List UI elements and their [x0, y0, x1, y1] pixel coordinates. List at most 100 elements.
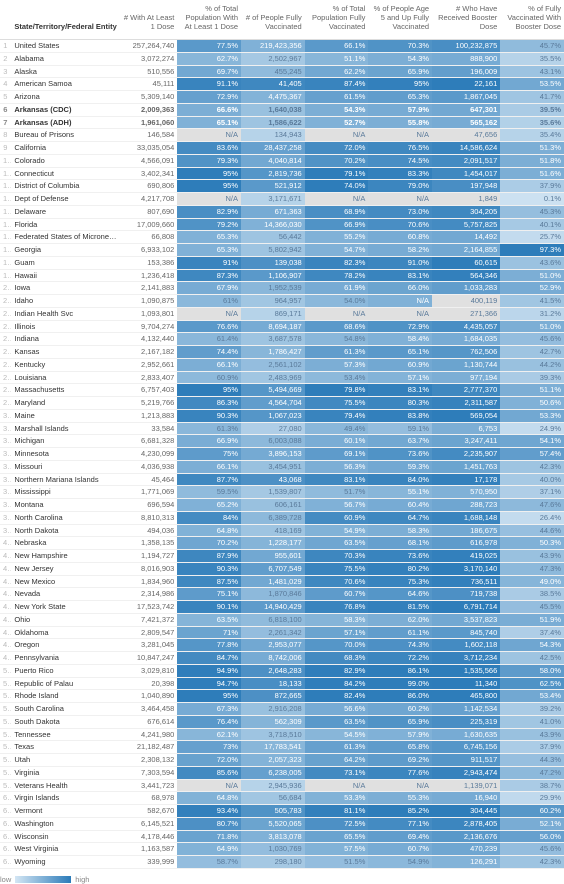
at-least-1-dose-pct: 72.9%: [177, 91, 241, 104]
table-row: 29Maryland5,219,76686.3%4,564,70475.5%80…: [0, 397, 564, 410]
fully-vacc-pct: 87.4%: [305, 78, 369, 91]
booster-pct: 43.1%: [500, 65, 564, 78]
fully-vacc-count: 872,665: [241, 690, 305, 703]
booster-pct: 38.5%: [500, 588, 564, 601]
booster-pct: 47.3%: [500, 562, 564, 575]
age5up-pct: 61.1%: [368, 626, 432, 639]
at-least-1-dose-pct: 84.7%: [177, 652, 241, 665]
fully-vacc-pct: 74.0%: [305, 180, 369, 193]
age5up-pct: 70.3%: [368, 40, 432, 53]
fully-vacc-count: 298,180: [241, 856, 305, 869]
fully-vacc-count: 6,238,005: [241, 766, 305, 779]
booster-count: 3,247,411: [432, 435, 500, 448]
booster-count: 977,194: [432, 371, 500, 384]
state-name: Maine: [11, 409, 120, 422]
state-name: Indiana: [11, 333, 120, 346]
fully-vacc-count: 56,442: [241, 231, 305, 244]
age5up-pct: 72.2%: [368, 652, 432, 665]
at-least-1-dose-count: 5,219,766: [121, 397, 178, 410]
row-index: 25: [0, 346, 11, 359]
state-name: Wyoming: [11, 856, 120, 869]
booster-pct: 42.3%: [500, 856, 564, 869]
age5up-pct: 60.7%: [368, 843, 432, 856]
at-least-1-dose-pct: 61.3%: [177, 422, 241, 435]
at-least-1-dose-count: 2,952,661: [121, 358, 178, 371]
state-name: Colorado: [11, 154, 120, 167]
state-name: Oklahoma: [11, 626, 120, 639]
table-row: 39North Dakota494,03664.8%418,16954.9%58…: [0, 524, 564, 537]
fully-vacc-count: 6,707,549: [241, 562, 305, 575]
booster-count: 1,602,118: [432, 639, 500, 652]
row-index: 18: [0, 256, 11, 269]
fully-vacc-count: 418,169: [241, 524, 305, 537]
age5up-pct: 72.9%: [368, 320, 432, 333]
booster-count: 564,346: [432, 269, 500, 282]
age5up-pct: 77.1%: [368, 817, 432, 830]
booster-count: 616,978: [432, 537, 500, 550]
at-least-1-dose-pct: 65.2%: [177, 499, 241, 512]
booster-pct: 51.9%: [500, 613, 564, 626]
row-index: 19: [0, 269, 11, 282]
row-index: 64: [0, 843, 11, 856]
fully-vacc-count: 2,819,736: [241, 167, 305, 180]
at-least-1-dose-pct: 67.3%: [177, 703, 241, 716]
fully-vacc-count: 14,940,429: [241, 601, 305, 614]
booster-count: 3,537,823: [432, 613, 500, 626]
booster-count: 647,301: [432, 103, 500, 116]
table-row: 31Marshall Islands33,58461.3%27,08049.4%…: [0, 422, 564, 435]
at-least-1-dose-pct: 91.1%: [177, 78, 241, 91]
state-name: Alabama: [11, 52, 120, 65]
age5up-pct: 69.4%: [368, 830, 432, 843]
booster-count: 4,435,057: [432, 320, 500, 333]
at-least-1-dose-count: 1,093,801: [121, 307, 178, 320]
at-least-1-dose-count: 4,178,446: [121, 830, 178, 843]
at-least-1-dose-pct: 85.6%: [177, 766, 241, 779]
row-index: 59: [0, 779, 11, 792]
state-name: Hawaii: [11, 269, 120, 282]
booster-count: 2,164,855: [432, 244, 500, 257]
at-least-1-dose-pct: 90.3%: [177, 409, 241, 422]
fully-vacc-count: 4,040,814: [241, 154, 305, 167]
at-least-1-dose-pct: 95%: [177, 384, 241, 397]
table-row: 48Oregon3,281,04577.8%2,953,07770.0%74.3…: [0, 639, 564, 652]
table-row: 27Louisiana2,833,40760.9%2,483,96953.4%5…: [0, 371, 564, 384]
fully-vacc-pct: 69.1%: [305, 448, 369, 461]
booster-count: 17,178: [432, 473, 500, 486]
booster-pct: 35.6%: [500, 116, 564, 129]
booster-count: 225,319: [432, 715, 500, 728]
at-least-1-dose-count: 3,072,274: [121, 52, 178, 65]
fully-vacc-pct: 53.3%: [305, 792, 369, 805]
at-least-1-dose-pct: 61%: [177, 295, 241, 308]
fully-vacc-count: 2,648,283: [241, 664, 305, 677]
booster-count: 14,492: [432, 231, 500, 244]
booster-pct: 51.3%: [500, 142, 564, 155]
table-row: 52Rhode Island1,040,89095%872,66582.4%86…: [0, 690, 564, 703]
state-name: Bureau of Prisons: [11, 129, 120, 142]
booster-count: 2,777,370: [432, 384, 500, 397]
at-least-1-dose-pct: 76.4%: [177, 715, 241, 728]
booster-pct: 35.5%: [500, 52, 564, 65]
fully-vacc-count: 6,003,088: [241, 435, 305, 448]
at-least-1-dose-count: 2,314,986: [121, 588, 178, 601]
age5up-pct: 83.3%: [368, 167, 432, 180]
row-index: 29: [0, 397, 11, 410]
fully-vacc-count: 2,561,102: [241, 358, 305, 371]
age5up-pct: 65.3%: [368, 91, 432, 104]
booster-count: 2,136,676: [432, 830, 500, 843]
at-least-1-dose-count: 17,523,742: [121, 601, 178, 614]
fully-vacc-count: 56,684: [241, 792, 305, 805]
table-row: 6Arkansas (CDC)2,009,36366.6%1,640,03854…: [0, 103, 564, 116]
booster-pct: 45.5%: [500, 601, 564, 614]
table-row: 57Utah2,308,13272.0%2,057,32364.2%69.2%9…: [0, 754, 564, 767]
at-least-1-dose-count: 1,163,587: [121, 843, 178, 856]
at-least-1-dose-count: 4,566,091: [121, 154, 178, 167]
col-header: # With At Least 1 Dose: [121, 0, 178, 40]
fully-vacc-count: 3,171,671: [241, 193, 305, 206]
fully-vacc-count: 2,057,323: [241, 754, 305, 767]
table-row: 65Wyoming339,99958.7%298,18051.5%54.9%12…: [0, 856, 564, 869]
age5up-pct: 99.0%: [368, 677, 432, 690]
state-name: Idaho: [11, 295, 120, 308]
fully-vacc-pct: N/A: [305, 779, 369, 792]
booster-count: 126,291: [432, 856, 500, 869]
row-index: 22: [0, 307, 11, 320]
